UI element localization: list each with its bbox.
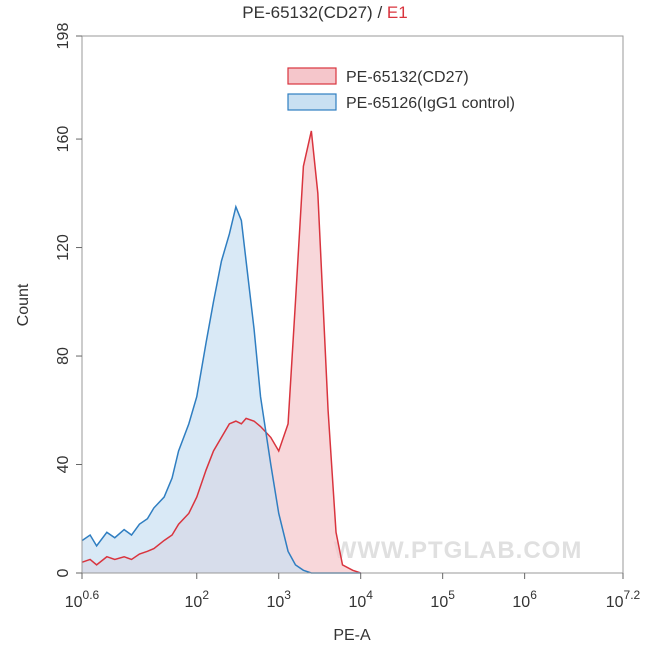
x-tick-label: 107.2 bbox=[606, 588, 641, 611]
x-tick-exponent: 0.6 bbox=[83, 588, 100, 602]
legend-swatch bbox=[287, 93, 337, 111]
chart-title: PE-65132(CD27) / E1 bbox=[242, 3, 407, 22]
legend-swatch bbox=[287, 67, 337, 85]
x-tick-label: 103 bbox=[266, 588, 291, 611]
legend-label: PE-65132(CD27) bbox=[346, 69, 469, 86]
x-tick-label: 106 bbox=[512, 588, 537, 611]
y-tick-label: 160 bbox=[55, 126, 72, 153]
title-sep: / bbox=[377, 3, 382, 22]
watermark: WWW.PTGLAB.COM bbox=[334, 537, 583, 564]
x-tick-base: 10 bbox=[512, 594, 530, 611]
x-tick-base: 10 bbox=[430, 594, 448, 611]
x-tick-label: 105 bbox=[430, 588, 455, 611]
histogram-fill bbox=[82, 130, 361, 573]
title-main: PE-65132(CD27) bbox=[242, 3, 372, 22]
plot-frame bbox=[81, 35, 624, 574]
x-tick-label: 102 bbox=[185, 588, 210, 611]
x-tick-base: 10 bbox=[65, 594, 83, 611]
x-tick-base: 10 bbox=[606, 594, 624, 611]
y-axis-label: Count bbox=[15, 283, 32, 326]
histogram-fill bbox=[82, 206, 361, 573]
x-tick-base: 10 bbox=[185, 594, 203, 611]
x-tick-exponent: 5 bbox=[448, 588, 455, 602]
x-tick-base: 10 bbox=[348, 594, 366, 611]
y-tick-label: 198 bbox=[55, 23, 72, 50]
x-tick-label: 100.6 bbox=[65, 588, 100, 611]
x-axis-label: PE-A bbox=[333, 627, 371, 644]
x-tick-base: 10 bbox=[266, 594, 284, 611]
x-tick-label: 104 bbox=[348, 588, 373, 611]
x-tick-exponent: 3 bbox=[284, 588, 291, 602]
legend-label: PE-65126(IgG1 control) bbox=[346, 95, 515, 112]
x-tick-exponent: 4 bbox=[366, 588, 373, 602]
y-tick-label: 80 bbox=[55, 347, 72, 365]
y-tick-label: 40 bbox=[55, 456, 72, 474]
x-tick-exponent: 6 bbox=[530, 588, 537, 602]
x-tick-exponent: 7.2 bbox=[624, 588, 641, 602]
x-tick-exponent: 2 bbox=[202, 588, 209, 602]
y-tick-label: 0 bbox=[55, 568, 72, 577]
histogram-line bbox=[81, 130, 361, 574]
y-tick-label: 120 bbox=[55, 234, 72, 261]
title-gate: E1 bbox=[387, 3, 408, 22]
